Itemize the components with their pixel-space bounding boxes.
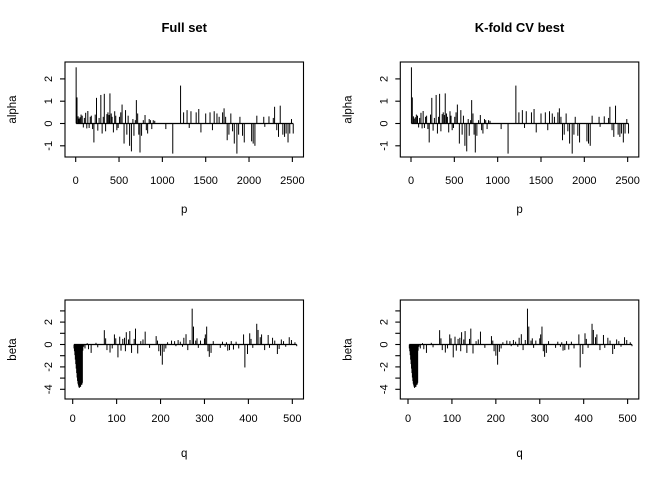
- x-tick-label: 0: [70, 413, 76, 425]
- x-tick-label: 200: [151, 413, 169, 425]
- x-tick-label: 2000: [237, 175, 261, 187]
- y-tick-label: 2: [43, 319, 55, 325]
- x-tick-label: 100: [107, 413, 125, 425]
- panel-title: K-fold CV best: [475, 20, 565, 35]
- x-tick-label: 0: [408, 175, 414, 187]
- x-tick-label: 1000: [485, 175, 509, 187]
- y-tick-label: 0: [43, 120, 55, 126]
- plot-box: [399, 299, 640, 400]
- y-tick-label: -4: [378, 384, 390, 394]
- x-axis-title: p: [181, 204, 187, 216]
- panel-bottom-right: 0 100 200 300 400 500 q -4 -2 0 2 beta: [342, 299, 640, 460]
- y-tick-label: -4: [43, 384, 55, 394]
- spikes-group: [410, 67, 630, 154]
- x-tick-label: 300: [531, 413, 549, 425]
- x-tick-label: 0: [405, 413, 411, 425]
- y-tick-label: 0: [378, 120, 390, 126]
- y-tick-label: 0: [43, 341, 55, 347]
- y-tick-label: -2: [43, 362, 55, 372]
- panel-top-right: K-fold CV best 0 500 1000 1500 2000 2500 p -1 0 1 2…: [342, 20, 640, 216]
- spikes-group: [73, 308, 298, 388]
- spikes-group: [75, 67, 294, 154]
- x-tick-label: 2000: [572, 175, 596, 187]
- y-axis-title: alpha: [342, 95, 354, 124]
- y-tick-label: 1: [378, 98, 390, 104]
- x-tick-label: 2500: [615, 175, 639, 187]
- y-tick-label: 2: [378, 76, 390, 82]
- x-tick-label: 500: [618, 413, 636, 425]
- y-tick-label: 1: [43, 98, 55, 104]
- panel-bottom-left: 0 100 200 300 400 500 q -4 -2 0 2 beta: [7, 299, 305, 460]
- x-tick-label: 500: [445, 175, 463, 187]
- x-tick-label: 100: [443, 413, 461, 425]
- y-tick-label: 2: [378, 319, 390, 325]
- x-tick-label: 500: [110, 175, 128, 187]
- x-tick-label: 500: [283, 413, 301, 425]
- y-tick-label: -1: [378, 141, 390, 151]
- x-tick-label: 200: [487, 413, 505, 425]
- y-axis-title: beta: [342, 338, 354, 361]
- y-tick-label: 0: [378, 341, 390, 347]
- x-tick-label: 1500: [193, 175, 217, 187]
- x-tick-label: 0: [73, 175, 79, 187]
- x-axis-title: q: [181, 448, 187, 460]
- x-tick-label: 400: [575, 413, 593, 425]
- y-tick-label: 2: [43, 76, 55, 82]
- y-tick-label: -1: [43, 141, 55, 151]
- x-tick-label: 1000: [150, 175, 174, 187]
- y-tick-label: -2: [378, 362, 390, 372]
- x-axis-title: q: [516, 448, 522, 460]
- x-tick-label: 2500: [280, 175, 304, 187]
- x-tick-label: 1500: [529, 175, 553, 187]
- spikes-group: [408, 308, 633, 388]
- y-axis-title: alpha: [7, 95, 19, 124]
- plot-box: [64, 299, 305, 400]
- plot-box: [64, 61, 305, 158]
- x-tick-label: 300: [195, 413, 213, 425]
- y-axis-title: beta: [7, 338, 19, 361]
- plot-box: [399, 61, 640, 158]
- panel-top-left: Full set 0 500 1000 1500 2000 2500 p -1 0 1 2 alpha: [7, 20, 305, 216]
- x-tick-label: 400: [239, 413, 257, 425]
- panel-title: Full set: [161, 20, 207, 35]
- x-axis-title: p: [516, 204, 522, 216]
